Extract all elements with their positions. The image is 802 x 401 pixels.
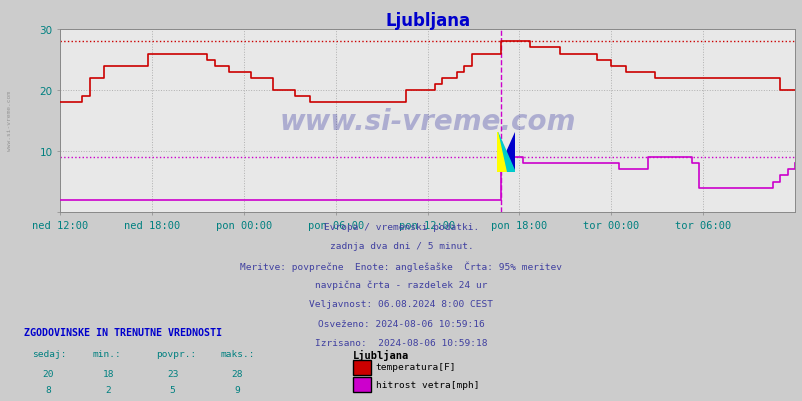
Text: 28: 28 (231, 369, 242, 378)
Text: 2: 2 (105, 385, 111, 394)
Text: 8: 8 (45, 385, 51, 394)
Text: Veljavnost: 06.08.2024 8:00 CEST: Veljavnost: 06.08.2024 8:00 CEST (309, 300, 493, 308)
Text: navpična črta - razdelek 24 ur: navpična črta - razdelek 24 ur (315, 280, 487, 290)
Text: temperatura[F]: temperatura[F] (375, 363, 456, 371)
Polygon shape (496, 132, 514, 172)
Text: 18: 18 (103, 369, 114, 378)
Text: 23: 23 (167, 369, 178, 378)
Text: 9: 9 (233, 385, 240, 394)
Text: sedaj:: sedaj: (32, 349, 67, 358)
Polygon shape (496, 132, 505, 172)
Text: zadnja dva dni / 5 minut.: zadnja dva dni / 5 minut. (329, 242, 473, 251)
Text: ZGODOVINSKE IN TRENUTNE VREDNOSTI: ZGODOVINSKE IN TRENUTNE VREDNOSTI (24, 327, 222, 337)
Text: hitrost vetra[mph]: hitrost vetra[mph] (375, 380, 479, 389)
Title: Ljubljana: Ljubljana (384, 12, 470, 30)
Text: Meritve: povprečne  Enote: anglešaške  Črta: 95% meritev: Meritve: povprečne Enote: anglešaške Črt… (241, 261, 561, 271)
Polygon shape (496, 132, 514, 172)
Text: maks.:: maks.: (221, 349, 255, 358)
Text: Izrisano:  2024-08-06 10:59:18: Izrisano: 2024-08-06 10:59:18 (315, 338, 487, 347)
Text: povpr.:: povpr.: (156, 349, 196, 358)
Text: Ljubljana: Ljubljana (353, 349, 409, 360)
Text: www.si-vreme.com: www.si-vreme.com (7, 90, 12, 150)
Text: min.:: min.: (92, 349, 121, 358)
Text: 5: 5 (169, 385, 176, 394)
Text: 20: 20 (43, 369, 54, 378)
Text: www.si-vreme.com: www.si-vreme.com (279, 107, 575, 135)
Text: Osveženo: 2024-08-06 10:59:16: Osveženo: 2024-08-06 10:59:16 (318, 319, 484, 328)
Text: Evropa / vremenski podatki.: Evropa / vremenski podatki. (323, 223, 479, 231)
